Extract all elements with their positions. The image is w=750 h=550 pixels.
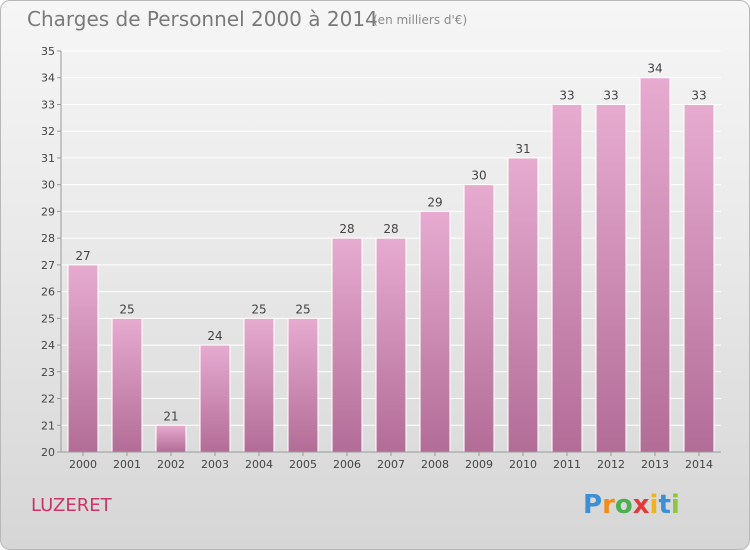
bar-2009 bbox=[463, 184, 495, 453]
x-tick-label-2001: 2001 bbox=[113, 458, 141, 471]
y-tick-label: 20 bbox=[41, 446, 55, 459]
data-label-2009: 30 bbox=[471, 169, 486, 183]
x-tick-label-2013: 2013 bbox=[641, 458, 669, 471]
proxiti-logo: Proxiti bbox=[583, 490, 680, 520]
data-label-2002: 21 bbox=[163, 409, 178, 423]
data-label-2003: 24 bbox=[207, 329, 222, 343]
data-label-2014: 33 bbox=[691, 88, 706, 102]
bar-2010 bbox=[507, 157, 539, 453]
y-tick-label: 22 bbox=[41, 393, 55, 406]
y-tick-label: 25 bbox=[41, 312, 55, 325]
bar-2013 bbox=[639, 77, 671, 453]
bar-2014 bbox=[683, 103, 715, 453]
data-label-2011: 33 bbox=[559, 88, 574, 102]
bar-2008 bbox=[419, 210, 451, 453]
data-label-2013: 34 bbox=[647, 62, 662, 76]
bar-2001 bbox=[111, 317, 143, 453]
bars bbox=[67, 77, 715, 453]
x-tick-label-2008: 2008 bbox=[421, 458, 449, 471]
logo-letter: i bbox=[649, 490, 659, 520]
y-tick-label: 33 bbox=[41, 98, 55, 111]
axes bbox=[57, 50, 721, 456]
y-tick-label: 34 bbox=[41, 72, 55, 85]
place-name: LUZERET bbox=[31, 495, 112, 516]
data-label-2004: 25 bbox=[251, 302, 266, 316]
data-label-2010: 31 bbox=[515, 142, 530, 156]
data-label-2007: 28 bbox=[383, 222, 398, 236]
y-tick-label: 35 bbox=[41, 45, 55, 58]
logo-letter: o bbox=[614, 490, 633, 520]
logo-letter: r bbox=[602, 490, 615, 520]
bar-2007 bbox=[375, 237, 407, 453]
y-tick-label: 24 bbox=[41, 339, 55, 352]
x-tick-label-2011: 2011 bbox=[553, 458, 581, 471]
y-tick-label: 28 bbox=[41, 232, 55, 245]
logo-letter: P bbox=[583, 490, 603, 520]
bar-2012 bbox=[595, 103, 627, 453]
x-tick-label-2005: 2005 bbox=[289, 458, 317, 471]
bar-2005 bbox=[287, 317, 319, 453]
y-tick-label: 29 bbox=[41, 205, 55, 218]
y-tick-label: 23 bbox=[41, 366, 55, 379]
x-tick-label-2004: 2004 bbox=[245, 458, 273, 471]
chart-title: Charges de Personnel 2000 à 2014 bbox=[27, 7, 378, 31]
x-tick-label-2002: 2002 bbox=[157, 458, 185, 471]
y-tick-label: 27 bbox=[41, 259, 55, 272]
chart-subtitle: (en milliers d'€) bbox=[373, 13, 468, 27]
y-tick-label: 31 bbox=[41, 152, 55, 165]
y-tick-label: 21 bbox=[41, 419, 55, 432]
labels: 20 21 22 23 24 25 26 27 28 29 30 31 32 33 34 35 27 2000 25… bbox=[41, 45, 713, 471]
y-tick-label: 32 bbox=[41, 125, 55, 138]
data-label-2001: 25 bbox=[119, 302, 134, 316]
bar-2000 bbox=[67, 264, 99, 453]
logo-letter: x bbox=[632, 490, 650, 520]
bar-2003 bbox=[199, 344, 231, 453]
data-label-2008: 29 bbox=[427, 195, 442, 209]
y-tick-label: 26 bbox=[41, 286, 55, 299]
y-tick-label: 30 bbox=[41, 179, 55, 192]
data-label-2005: 25 bbox=[295, 302, 310, 316]
data-label-2006: 28 bbox=[339, 222, 354, 236]
logo-letter: i bbox=[670, 490, 680, 520]
x-tick-label-2010: 2010 bbox=[509, 458, 537, 471]
data-label-2012: 33 bbox=[603, 88, 618, 102]
x-tick-label-2007: 2007 bbox=[377, 458, 405, 471]
x-tick-label-2014: 2014 bbox=[685, 458, 713, 471]
x-tick-label-2003: 2003 bbox=[201, 458, 229, 471]
x-tick-label-2006: 2006 bbox=[333, 458, 361, 471]
x-tick-label-2000: 2000 bbox=[69, 458, 97, 471]
bar-2002 bbox=[155, 424, 187, 453]
x-tick-label-2012: 2012 bbox=[597, 458, 625, 471]
bar-2004 bbox=[243, 317, 275, 453]
data-label-2000: 27 bbox=[75, 249, 90, 263]
logo-letter: t bbox=[658, 490, 671, 520]
bar-2006 bbox=[331, 237, 363, 453]
bar-2011 bbox=[551, 103, 583, 453]
x-tick-label-2009: 2009 bbox=[465, 458, 493, 471]
